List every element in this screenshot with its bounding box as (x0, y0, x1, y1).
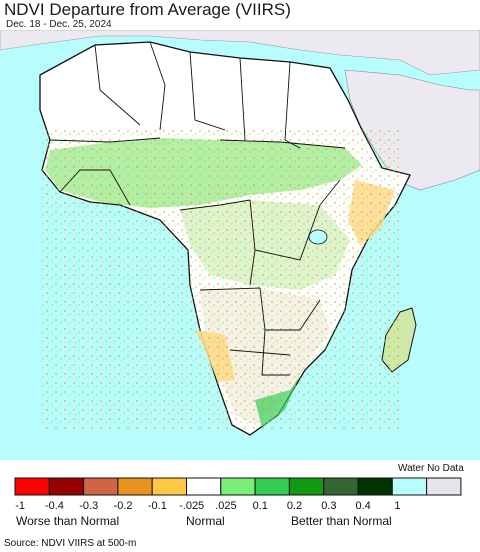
europe-land (0, 30, 480, 76)
legend-swatch-11 (391, 477, 428, 496)
legend (0, 460, 480, 552)
legend-tick-label: 0.2 (286, 500, 303, 512)
legend-swatch-0 (14, 477, 50, 496)
legend-tick-label: .025 (215, 500, 237, 512)
ndvi-map (0, 30, 480, 460)
legend-tick-label: -0.4 (44, 500, 64, 512)
legend-swatch-12 (426, 477, 462, 496)
legend-swatch-10 (357, 477, 393, 496)
legend-tick-label: -0.1 (147, 500, 167, 512)
legend-tick-label: -0.2 (113, 500, 133, 512)
legend-tick-label: 0.4 (355, 500, 371, 512)
legend-swatch-7 (254, 477, 290, 496)
legend-swatch-4 (151, 477, 187, 496)
legend-swatch-2 (83, 477, 119, 496)
legend-tick-label: 1 (394, 500, 401, 512)
legend-colorbar (14, 477, 462, 496)
legend-tick-label: -.025 (179, 500, 205, 512)
better-than-normal-label: Better than Normal (291, 514, 392, 528)
legend-tick-label: 0.3 (321, 500, 337, 512)
normal-label: Normal (186, 514, 225, 528)
legend-swatch-5 (186, 477, 222, 496)
lake-victoria (308, 229, 328, 245)
map-title: NDVI Departure from Average (VIIRS) (4, 0, 291, 19)
legend-tick-label: -1 (15, 500, 26, 512)
date-range: Dec. 18 - Dec. 25, 2024 (6, 19, 112, 30)
country-borders (49, 41, 346, 376)
legend-swatch-1 (48, 477, 85, 496)
water-no-data-label: Water No Data (398, 463, 464, 474)
legend-swatch-6 (220, 477, 256, 496)
legend-tick-label: 0.1 (252, 500, 268, 512)
source-note: Source: NDVI VIIRS at 500-m (4, 538, 137, 549)
legend-swatch-3 (117, 477, 153, 496)
legend-swatch-9 (323, 477, 359, 496)
worse-than-normal-label: Worse than Normal (16, 514, 120, 528)
legend-swatch-8 (288, 477, 325, 496)
legend-tick-label: -0.3 (79, 500, 99, 512)
